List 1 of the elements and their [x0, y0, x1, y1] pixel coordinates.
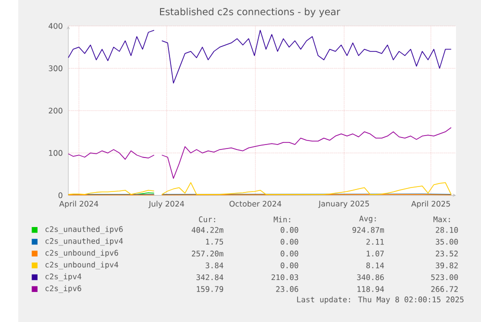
chart-title: Established c2s connections - by year	[160, 8, 340, 18]
